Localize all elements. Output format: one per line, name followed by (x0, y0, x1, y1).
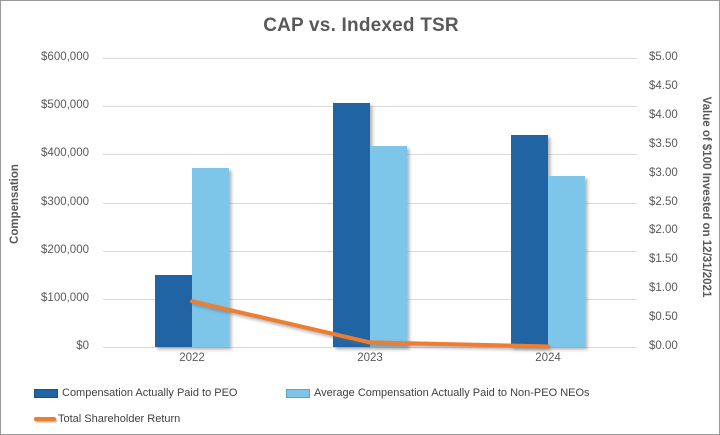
gridline (103, 347, 637, 348)
right-axis-tick-label: $2.50 (649, 195, 678, 208)
right-axis-tick-label: $0.00 (649, 340, 678, 352)
bar-non-peo-2022 (192, 167, 229, 347)
legend-entry-non-peo: Average Compensation Actually Paid to No… (286, 387, 590, 399)
right-axis-tick-label: $3.00 (649, 166, 678, 179)
right-axis-tick-label: $2.00 (649, 224, 678, 237)
x-axis-label: 2023 (357, 352, 383, 364)
left-axis-tick-label: $0 (76, 340, 89, 352)
legend-swatch-tsr (34, 417, 56, 421)
legend-label-peo: Compensation Actually Paid to PEO (62, 387, 238, 399)
bar-peo-2022 (155, 274, 192, 347)
plot-area (103, 58, 637, 349)
chart-title: CAP vs. Indexed TSR (263, 15, 459, 36)
right-axis-tick-label: $5.00 (649, 51, 678, 63)
left-axis-tick-label: $600,000 (41, 51, 89, 63)
bar-peo-2024 (511, 134, 548, 347)
legend-swatch-peo (34, 388, 58, 398)
tsr-line (190, 299, 550, 349)
left-axis-tick-label: $400,000 (41, 147, 89, 160)
x-axis-label: 2022 (179, 352, 205, 364)
bar-non-peo-2024 (548, 175, 585, 347)
left-axis-tick-label: $100,000 (41, 291, 89, 304)
legend-label-tsr: Total Shareholder Return (58, 413, 181, 425)
bar-peo-2023 (333, 103, 370, 347)
left-axis-tick-label: $500,000 (41, 99, 89, 112)
x-axis-label: 2024 (535, 352, 561, 364)
gridline (103, 58, 637, 59)
right-axis-tick-label: $4.00 (649, 108, 678, 121)
legend-label-non-peo: Average Compensation Actually Paid to No… (314, 387, 590, 399)
legend-entry-tsr: Total Shareholder Return (34, 413, 180, 425)
right-axis-tick-label: $3.50 (649, 137, 678, 150)
gridline (103, 106, 637, 108)
right-axis-tick-label: $1.50 (649, 253, 678, 266)
bar-non-peo-2023 (370, 146, 407, 347)
legend-entry-peo: Compensation Actually Paid to PEO (34, 387, 237, 399)
left-axis-tick-label: $300,000 (41, 195, 89, 208)
right-axis-tick-label: $1.00 (649, 282, 678, 295)
right-axis-tick-label: $4.50 (649, 79, 678, 92)
left-axis-tick-label: $200,000 (41, 243, 89, 256)
right-axis-tick-label: $0.50 (649, 311, 678, 324)
legend-swatch-non-peo (286, 388, 310, 398)
tsr-line-chart (190, 299, 550, 349)
